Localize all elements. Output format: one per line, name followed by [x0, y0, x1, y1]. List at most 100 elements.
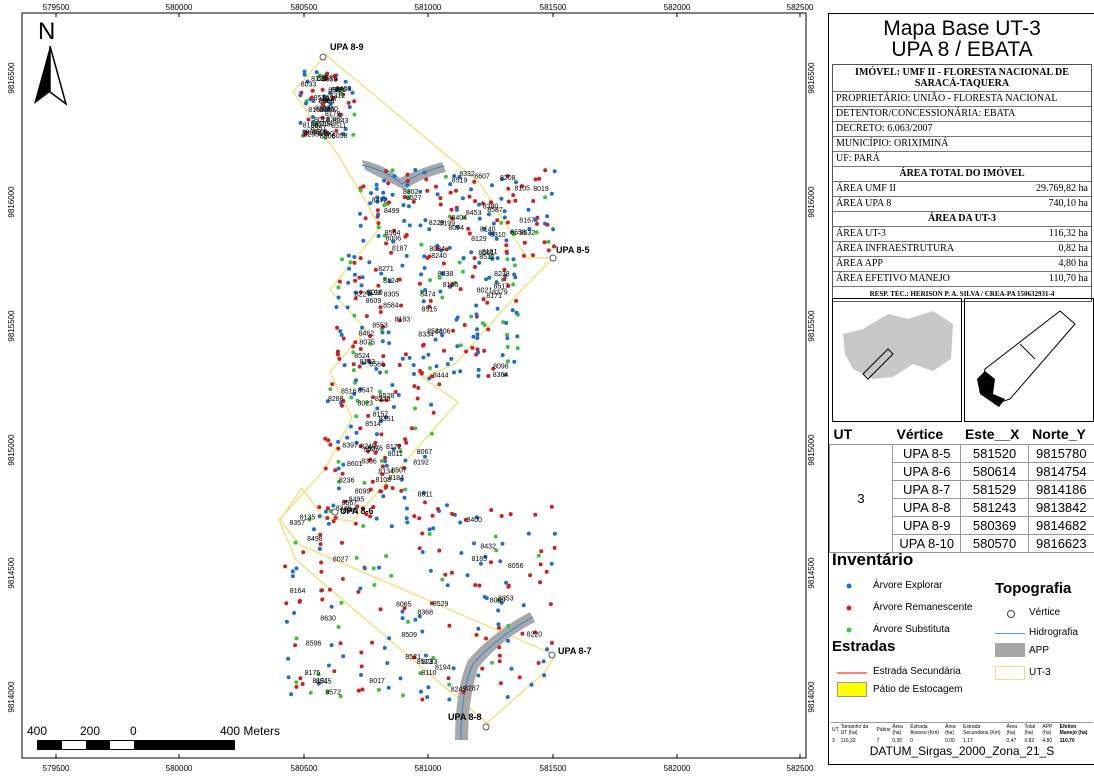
tree-point[interactable] [358, 586, 363, 591]
tree-point[interactable] [348, 260, 353, 265]
tree-point[interactable] [379, 432, 384, 437]
tree-point[interactable] [361, 524, 366, 528]
tree-point[interactable] [322, 98, 327, 103]
tree-point[interactable] [423, 288, 428, 292]
tree-point[interactable] [361, 361, 366, 366]
tree-point[interactable] [536, 553, 541, 558]
tree-point[interactable] [496, 608, 501, 613]
tree-point[interactable] [486, 212, 491, 217]
tree-point[interactable] [353, 290, 358, 295]
tree-point[interactable] [419, 242, 424, 247]
tree-point[interactable] [359, 664, 364, 669]
tree-point[interactable] [329, 604, 334, 609]
tree-point[interactable] [328, 102, 333, 107]
tree-point[interactable] [476, 673, 481, 678]
tree-point[interactable] [510, 308, 515, 313]
tree-point[interactable] [425, 188, 430, 193]
tree-point[interactable] [384, 554, 389, 559]
tree-point[interactable] [387, 341, 392, 346]
tree-point[interactable] [422, 170, 427, 175]
tree-point[interactable] [338, 694, 343, 699]
tree-point[interactable] [358, 223, 363, 228]
tree-point[interactable] [310, 115, 315, 119]
tree-point[interactable] [404, 253, 409, 258]
tree-point[interactable] [504, 243, 509, 248]
tree-point[interactable] [504, 321, 509, 325]
tree-point[interactable] [392, 228, 397, 233]
tree-point[interactable] [323, 466, 328, 471]
tree-point[interactable] [549, 561, 554, 566]
tree-point[interactable] [338, 329, 343, 334]
tree-point[interactable] [292, 611, 297, 615]
tree-point[interactable] [538, 562, 543, 567]
tree-point[interactable] [373, 450, 378, 455]
tree-point[interactable] [348, 424, 353, 429]
tree-point[interactable] [412, 372, 416, 376]
tree-point[interactable] [340, 403, 344, 408]
tree-point[interactable] [435, 192, 440, 197]
tree-point[interactable] [360, 325, 365, 330]
tree-point[interactable] [480, 321, 485, 326]
tree-point[interactable] [402, 218, 407, 223]
tree-point[interactable] [439, 248, 444, 253]
tree-point[interactable] [298, 120, 303, 125]
tree-point[interactable] [480, 201, 485, 206]
tree-point[interactable] [509, 666, 514, 671]
tree-point[interactable] [512, 272, 517, 277]
tree-point[interactable] [357, 275, 362, 280]
tree-point[interactable] [476, 626, 481, 631]
tree-point[interactable] [458, 343, 463, 348]
tree-point[interactable] [390, 486, 395, 491]
tree-point[interactable] [499, 600, 504, 605]
tree-point[interactable] [512, 263, 517, 268]
tree-point[interactable] [392, 174, 397, 179]
tree-point[interactable] [502, 277, 507, 282]
tree-point[interactable] [337, 279, 342, 284]
tree-point[interactable] [383, 455, 388, 460]
tree-point[interactable] [391, 405, 396, 409]
tree-point[interactable] [341, 462, 346, 467]
tree-point[interactable] [323, 436, 328, 441]
tree-point[interactable] [381, 324, 385, 329]
tree-point[interactable] [511, 193, 516, 198]
tree-point[interactable] [506, 359, 510, 364]
tree-point[interactable] [413, 426, 418, 431]
tree-point[interactable] [428, 568, 433, 573]
tree-point[interactable] [347, 105, 352, 109]
tree-point[interactable] [294, 680, 299, 685]
tree-point[interactable] [404, 233, 409, 237]
tree-point[interactable] [502, 215, 507, 220]
tree-point[interactable] [306, 117, 311, 122]
tree-point[interactable] [360, 687, 365, 692]
tree-point[interactable] [372, 583, 377, 587]
tree-point[interactable] [374, 366, 379, 371]
tree-point[interactable] [445, 583, 450, 588]
tree-point[interactable] [428, 298, 433, 303]
tree-point[interactable] [453, 280, 458, 285]
tree-point[interactable] [450, 511, 455, 516]
tree-point[interactable] [340, 471, 345, 476]
tree-point[interactable] [325, 131, 330, 136]
tree-point[interactable] [356, 589, 361, 594]
tree-point[interactable] [404, 440, 409, 445]
tree-point[interactable] [399, 303, 403, 308]
tree-point[interactable] [338, 641, 343, 646]
tree-point[interactable] [511, 232, 516, 237]
tree-point[interactable] [384, 169, 389, 174]
tree-point[interactable] [472, 179, 477, 184]
tree-point[interactable] [339, 332, 344, 337]
tree-point[interactable] [375, 406, 380, 411]
tree-point[interactable] [537, 176, 542, 181]
vertex-marker[interactable] [319, 53, 327, 61]
tree-point[interactable] [293, 643, 298, 648]
tree-point[interactable] [483, 554, 488, 559]
tree-point[interactable] [346, 280, 351, 285]
tree-point[interactable] [412, 655, 417, 660]
tree-point[interactable] [381, 363, 386, 367]
tree-point[interactable] [449, 570, 454, 575]
tree-point[interactable] [484, 277, 488, 282]
tree-point[interactable] [374, 182, 379, 187]
tree-point[interactable] [502, 209, 507, 214]
tree-point[interactable] [317, 546, 322, 551]
tree-point[interactable] [403, 458, 408, 463]
